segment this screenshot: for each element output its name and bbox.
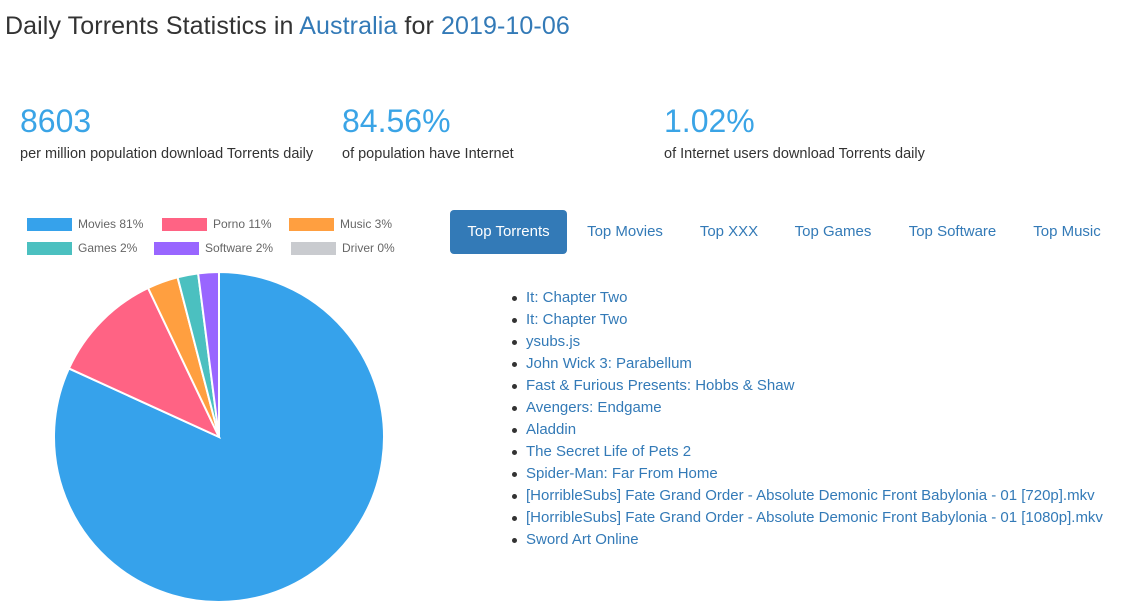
legend-item-porno[interactable]: Porno 11% (162, 217, 271, 231)
stat-internet-population: 84.56% of population have Internet (342, 102, 642, 165)
torrent-link[interactable]: Aladdin (526, 421, 577, 438)
legend-swatch (154, 241, 199, 255)
title-prefix: Daily Torrents Statistics in (5, 12, 300, 40)
legend-label: Movies 81% (78, 217, 144, 231)
torrent-link[interactable]: John Wick 3: Parabellum (526, 355, 692, 372)
stat-label: of Internet users download Torrents dail… (664, 146, 925, 162)
legend-swatch (162, 217, 207, 231)
country-link[interactable]: Australia (299, 12, 398, 40)
pie-slice-software[interactable] (196, 270, 220, 438)
page-title: Daily Torrents Statistics in Australia f… (5, 12, 570, 41)
list-item: ysubs.js (508, 331, 1103, 353)
stat-label: per million population download Torrents… (20, 146, 314, 162)
torrent-link[interactable]: It: Chapter Two (526, 311, 628, 328)
torrent-link[interactable]: Fast & Furious Presents: Hobbs & Shaw (526, 377, 795, 394)
legend-swatch (291, 241, 336, 255)
legend-swatch (289, 217, 334, 231)
legend-swatch (27, 217, 72, 231)
torrent-link[interactable]: [HorribleSubs] Fate Grand Order - Absolu… (526, 487, 1095, 504)
legend-label: Software 2% (205, 241, 274, 255)
legend-item-driver[interactable]: Driver 0% (291, 241, 395, 255)
torrent-list: It: Chapter Two It: Chapter Two ysubs.js… (508, 287, 1103, 551)
tab-top-software[interactable]: Top Software (908, 223, 997, 240)
list-item: John Wick 3: Parabellum (508, 353, 1103, 375)
torrent-link[interactable]: [HorribleSubs] Fate Grand Order - Absolu… (526, 509, 1103, 526)
legend-label: Porno 11% (213, 217, 272, 231)
list-item: It: Chapter Two (508, 287, 1103, 309)
legend-label: Driver 0% (342, 241, 395, 255)
stat-value: 1.02% (664, 103, 755, 139)
stat-internet-users-torrents: 1.02% of Internet users download Torrent… (664, 102, 1064, 165)
torrent-link[interactable]: The Secret Life of Pets 2 (526, 443, 692, 460)
stat-label: of population have Internet (342, 146, 514, 162)
date-link[interactable]: 2019-10-06 (440, 12, 570, 40)
category-pie-chart (53, 270, 385, 603)
tab-top-xxx[interactable]: Top XXX (699, 223, 759, 240)
torrent-link[interactable]: Avengers: Endgame (526, 399, 662, 416)
tab-top-music[interactable]: Top Music (1033, 223, 1101, 240)
legend-label: Music 3% (340, 217, 393, 231)
title-middle: for (397, 12, 441, 40)
torrent-link[interactable]: It: Chapter Two (526, 289, 628, 306)
pie-slice-porno[interactable] (67, 286, 222, 440)
tab-top-movies[interactable]: Top Movies (587, 223, 663, 240)
list-item: Avengers: Endgame (508, 397, 1103, 419)
legend-item-games[interactable]: Games 2% (27, 241, 137, 255)
legend-item-movies[interactable]: Movies 81% (27, 217, 143, 231)
torrent-link[interactable]: ysubs.js (526, 333, 581, 350)
list-item: [HorribleSubs] Fate Grand Order - Absolu… (508, 507, 1103, 529)
torrent-link[interactable]: Spider-Man: Far From Home (526, 465, 718, 482)
stat-value: 84.56% (342, 103, 451, 139)
legend-swatch (27, 241, 72, 255)
torrent-link[interactable]: Sword Art Online (526, 531, 639, 548)
list-item: [HorribleSubs] Fate Grand Order - Absolu… (508, 485, 1103, 507)
list-item: Sword Art Online (508, 529, 1103, 551)
list-item: It: Chapter Two (508, 309, 1103, 331)
legend-item-software[interactable]: Software 2% (154, 241, 273, 255)
list-item: The Secret Life of Pets 2 (508, 441, 1103, 463)
tab-top-games[interactable]: Top Games (794, 223, 872, 240)
stat-value: 8603 (20, 103, 92, 139)
tab-top-torrents[interactable]: Top Torrents (450, 210, 567, 254)
legend-item-music[interactable]: Music 3% (289, 217, 392, 231)
list-item: Aladdin (508, 419, 1103, 441)
list-item: Fast & Furious Presents: Hobbs & Shaw (508, 375, 1103, 397)
legend-label: Games 2% (78, 241, 138, 255)
list-item: Spider-Man: Far From Home (508, 463, 1103, 485)
stat-downloads-per-million: 8603 per million population download Tor… (20, 102, 320, 165)
